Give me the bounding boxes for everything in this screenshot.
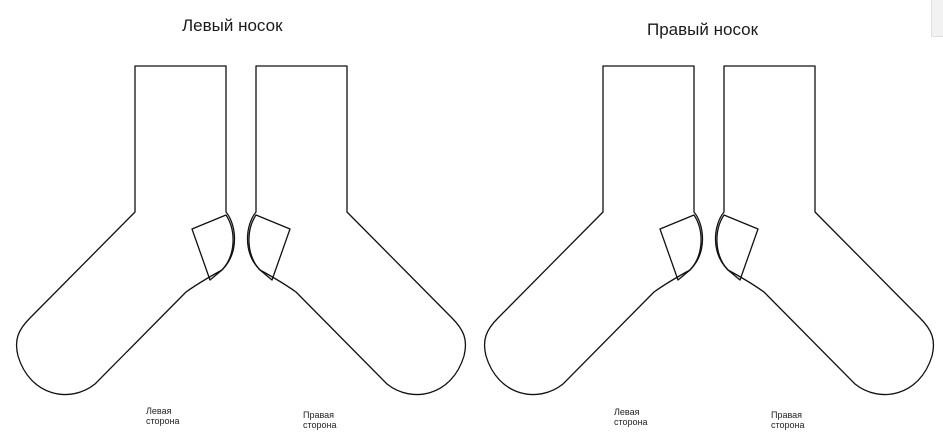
left-sock-right-side <box>246 65 467 396</box>
heel-patch <box>716 214 759 281</box>
right-sock-title: Правый носок <box>647 20 759 39</box>
right-sock-right-side <box>714 65 935 396</box>
heel-patch <box>659 214 702 281</box>
caption-line: Правая <box>303 410 335 420</box>
caption-line: сторона <box>146 416 180 426</box>
caption-line: сторона <box>614 417 648 427</box>
sock-outline <box>714 65 935 396</box>
caption-line: Левая <box>614 407 640 417</box>
caption-line: Левая <box>146 406 172 416</box>
left-sock-title: Левый носок <box>182 16 283 35</box>
caption-line: сторона <box>303 420 337 430</box>
heel-patch <box>248 214 291 281</box>
sock-outline <box>483 65 704 396</box>
left-sock-left-side-caption: Левая сторона <box>146 406 206 426</box>
caption-line: сторона <box>771 420 805 430</box>
right-sock-right-side-caption: Правая сторона <box>771 410 831 430</box>
right-sock-left-side-caption: Левая сторона <box>614 407 674 427</box>
left-sock-right-side-caption: Правая сторона <box>303 410 363 430</box>
sock-outline <box>246 65 467 396</box>
left-sock-left-side <box>15 65 236 396</box>
sock-outline <box>15 65 236 396</box>
caption-line: Правая <box>771 410 803 420</box>
right-sock-left-side <box>483 65 704 396</box>
heel-patch <box>191 214 234 281</box>
scroll-corner <box>931 0 943 37</box>
